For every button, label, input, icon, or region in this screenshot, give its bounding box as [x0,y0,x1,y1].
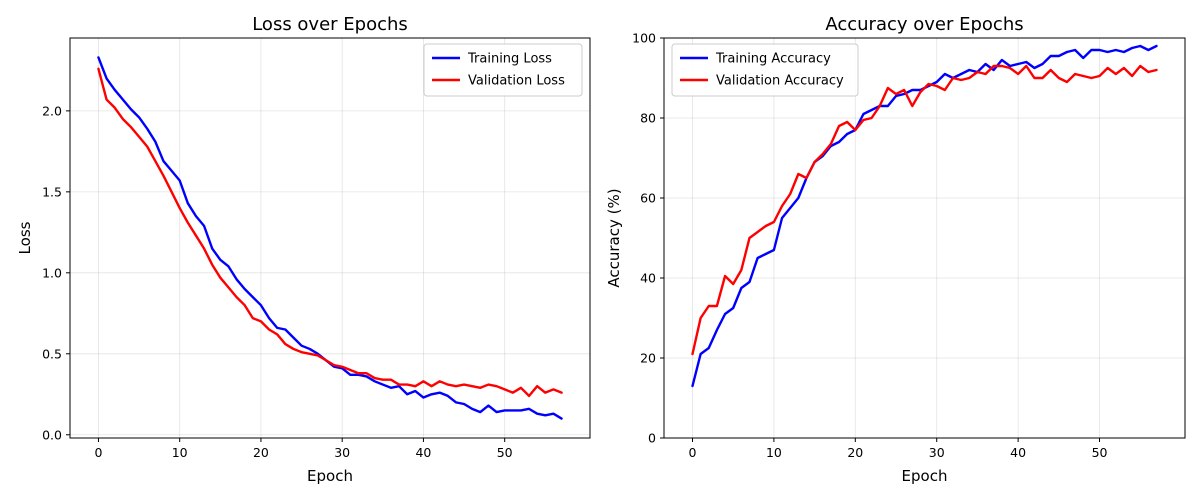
loss-x-tick-label: 20 [253,445,269,460]
accuracy-plot-frame [663,37,1186,439]
loss-y-axis-label: Loss [16,221,34,254]
accuracy-y-tick-label: 20 [640,351,656,366]
accuracy-series-training-line [691,44,1158,388]
loss-chart-title: Loss over Epochs [252,14,408,35]
loss-y-tick-label: 1.0 [42,265,62,280]
accuracy-legend: Training Accuracy Validation Accuracy [671,43,859,97]
accuracy-series-validation-line [691,64,1158,356]
accuracy-x-tick-label: 10 [766,445,782,460]
loss-y-tick-label: 0.5 [42,346,62,361]
accuracy-x-tick-label: 30 [929,445,945,460]
accuracy-x-tick-label: 50 [1092,445,1108,460]
loss-y-tick-label: 2.0 [42,103,62,118]
accuracy-x-tick-label: 0 [689,445,697,460]
loss-chart: 0 10 20 30 40 50 0.0 0.5 1.0 1.5 2.0 Loss over Epoc… [16,14,591,485]
loss-legend: Training Loss Validation Loss [423,43,583,97]
accuracy-x-axis-label: Epoch [902,467,948,485]
accuracy-legend-box [671,43,859,97]
loss-x-tick-label: 30 [334,445,350,460]
loss-series-validation-line [97,67,563,398]
loss-legend-box [423,43,583,97]
accuracy-chart: 0 10 20 30 40 50 0 20 40 60 80 100 Accuracy over Epo… [605,14,1186,485]
loss-x-tick-label: 40 [415,445,431,460]
loss-series-training-line [97,56,563,420]
loss-legend-label: Validation Loss [468,74,565,89]
accuracy-legend-label: Validation Accuracy [716,74,844,89]
accuracy-x-tick-label: 20 [847,445,863,460]
loss-x-axis-label: Epoch [307,467,353,485]
loss-legend-label: Training Loss [467,52,552,67]
accuracy-legend-label: Training Accuracy [715,52,831,67]
accuracy-y-tick-label: 60 [640,191,656,206]
accuracy-chart-title: Accuracy over Epochs [825,14,1023,35]
accuracy-y-tick-label: 80 [640,111,656,126]
loss-plot-frame [69,37,591,439]
loss-x-tick-label: 0 [94,445,102,460]
accuracy-y-axis-label: Accuracy (%) [605,188,623,287]
loss-y-tick-label: 0.0 [42,427,62,442]
accuracy-x-tick-label: 40 [1010,445,1026,460]
accuracy-y-tick-label: 0 [648,431,656,446]
loss-x-tick-label: 10 [172,445,188,460]
accuracy-y-tick-label: 40 [640,271,656,286]
accuracy-y-tick-label: 100 [632,31,656,46]
loss-x-tick-label: 50 [497,445,513,460]
loss-y-tick-label: 1.5 [42,184,62,199]
